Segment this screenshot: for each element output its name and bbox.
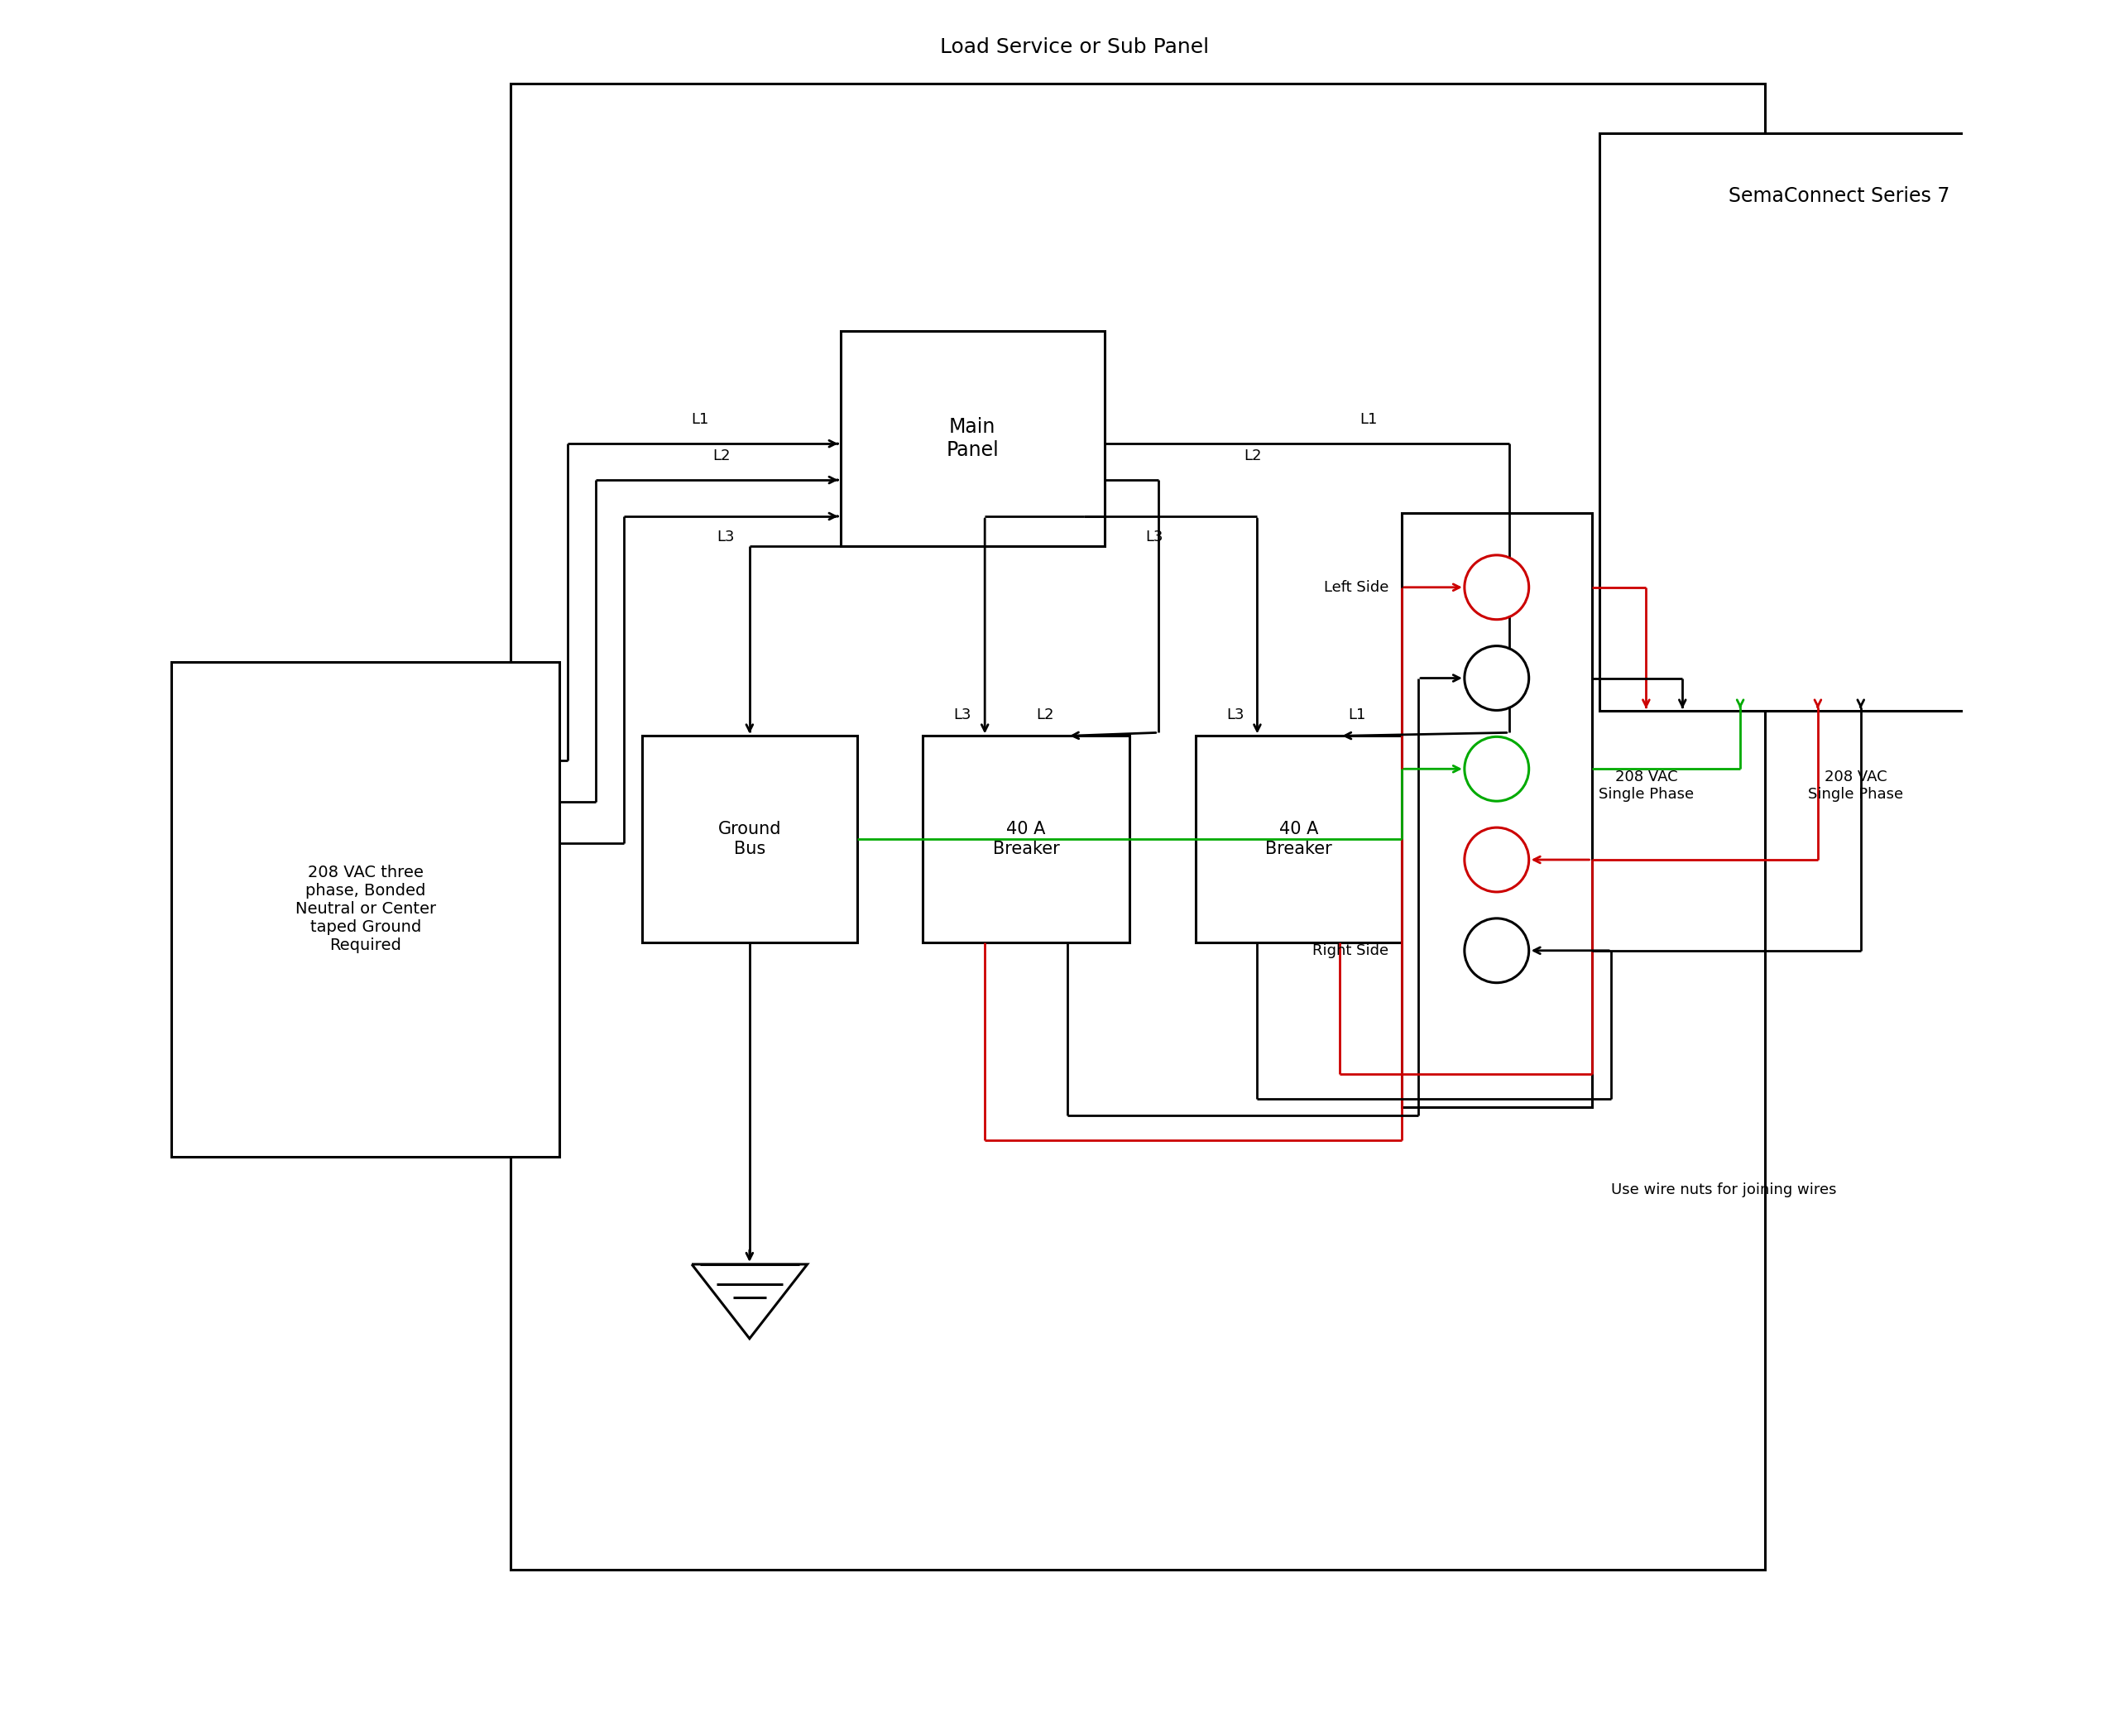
Circle shape [1464,556,1530,620]
Text: Use wire nuts for joining wires: Use wire nuts for joining wires [1612,1182,1838,1198]
Text: L3: L3 [954,708,971,722]
Text: L2: L2 [713,448,730,464]
Text: L2: L2 [1036,708,1055,722]
Bar [840,332,1104,547]
Bar [641,736,857,943]
Circle shape [1464,736,1530,800]
Text: Main
Panel: Main Panel [945,417,998,460]
Text: 208 VAC
Single Phase: 208 VAC Single Phase [1808,769,1903,802]
Circle shape [1464,828,1530,892]
Text: Right Side: Right Side [1312,943,1388,958]
Bar [1401,514,1591,1108]
Bar [171,661,559,1156]
Text: L1: L1 [692,411,709,427]
Text: L1: L1 [1348,708,1365,722]
Text: Ground
Bus: Ground Bus [717,821,781,858]
Circle shape [1464,918,1530,983]
Text: L3: L3 [717,529,734,545]
Circle shape [1464,646,1530,710]
Text: Left Side: Left Side [1323,580,1388,595]
Bar [922,736,1129,943]
Text: 208 VAC three
phase, Bonded
Neutral or Center
taped Ground
Required: 208 VAC three phase, Bonded Neutral or C… [295,865,437,953]
Text: L3: L3 [1226,708,1245,722]
Text: SemaConnect Series 7: SemaConnect Series 7 [1728,186,1950,207]
Text: L2: L2 [1245,448,1262,464]
Bar [1599,134,2078,712]
Text: 40 A
Breaker: 40 A Breaker [1266,821,1331,858]
Text: 40 A
Breaker: 40 A Breaker [992,821,1059,858]
Text: L3: L3 [1146,529,1163,545]
Text: Load Service or Sub Panel: Load Service or Sub Panel [941,38,1209,57]
Bar [1196,736,1401,943]
Bar [511,83,1764,1569]
Text: 208 VAC
Single Phase: 208 VAC Single Phase [1599,769,1694,802]
Text: L1: L1 [1359,411,1378,427]
